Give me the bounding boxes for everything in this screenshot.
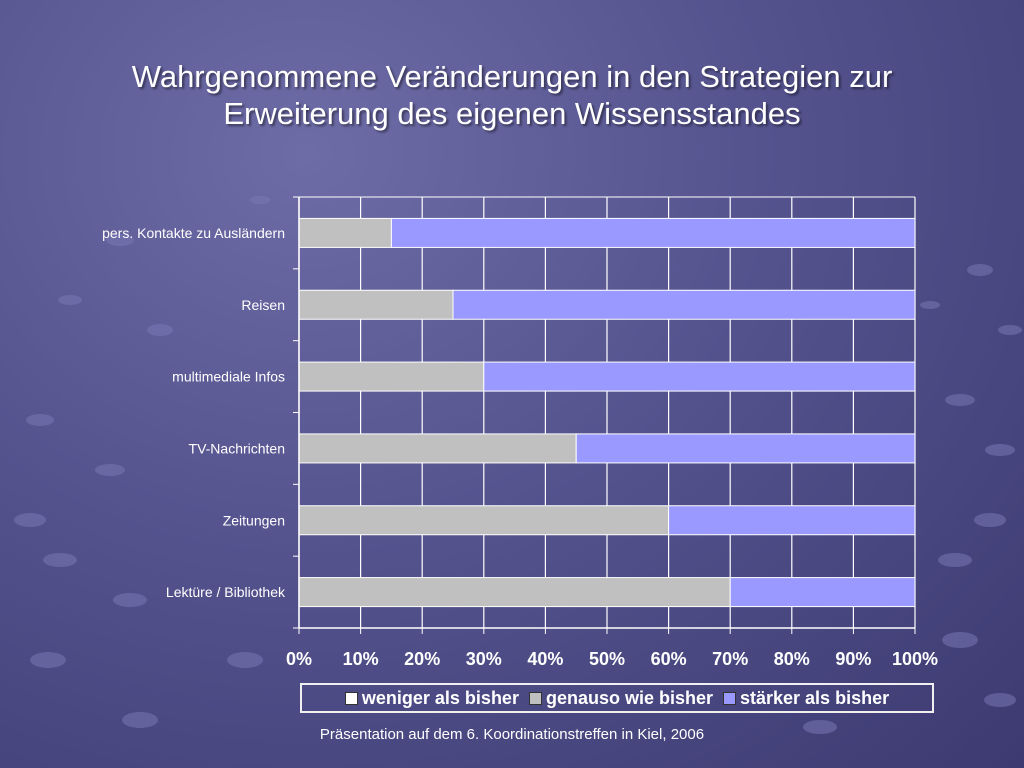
legend-entry: stärker als bisher xyxy=(723,688,889,709)
bar-segment xyxy=(390,217,916,248)
bar-segment xyxy=(298,577,731,608)
x-tick-label: 40% xyxy=(527,649,563,669)
slide-title: Wahrgenommene Veränderungen in den Strat… xyxy=(40,58,984,132)
category-label: pers. Kontakte zu Ausländern xyxy=(102,225,285,241)
legend-swatch xyxy=(344,691,358,705)
chart-legend: weniger als bisher genauso wie bisher stär… xyxy=(300,683,934,713)
bar-segment xyxy=(298,361,485,392)
bar-segment xyxy=(668,505,916,536)
slide-title-line-2: Erweiterung des eigenen Wissensstandes xyxy=(223,96,801,131)
slide-title-line-1: Wahrgenommene Veränderungen in den Strat… xyxy=(131,59,893,94)
bar-segment xyxy=(298,505,670,536)
legend-label: stärker als bisher xyxy=(740,687,890,708)
x-tick-label: 90% xyxy=(835,649,871,669)
legend-entry: genauso wie bisher xyxy=(528,687,713,709)
bar-segment xyxy=(298,289,454,320)
x-tick-label: 30% xyxy=(466,649,502,669)
x-tick-label: 60% xyxy=(651,649,687,669)
x-tick-label: 0% xyxy=(286,649,312,669)
category-label: multimediale Infos xyxy=(172,369,285,385)
bar-segment xyxy=(483,361,916,392)
bar-segment xyxy=(452,289,916,320)
category-label: TV-Nachrichten xyxy=(189,440,285,456)
legend-entry: weniger als bisher xyxy=(344,687,519,709)
category-label: Lektüre / Bibliothek xyxy=(166,584,286,600)
bar-segment xyxy=(575,433,916,464)
slide-footer: Präsentation auf dem 6. Koordinationstre… xyxy=(319,726,705,743)
legend-swatch xyxy=(723,691,736,705)
legend-label: genauso wie bisher xyxy=(545,687,713,708)
x-tick-label: 100% xyxy=(892,649,938,669)
x-tick-label: 20% xyxy=(404,649,440,669)
bar-segment xyxy=(729,577,916,608)
legend-label: weniger als bisher xyxy=(361,687,519,708)
category-label: Reisen xyxy=(241,297,285,313)
x-tick-label: 10% xyxy=(343,649,379,669)
category-label: Zeitungen xyxy=(223,512,285,528)
bar-segment xyxy=(298,217,392,248)
legend-swatch xyxy=(528,691,542,705)
x-tick-label: 80% xyxy=(774,649,810,669)
bar-segment xyxy=(298,433,577,464)
x-tick-label: 70% xyxy=(712,649,748,669)
x-tick-label: 50% xyxy=(589,649,625,669)
